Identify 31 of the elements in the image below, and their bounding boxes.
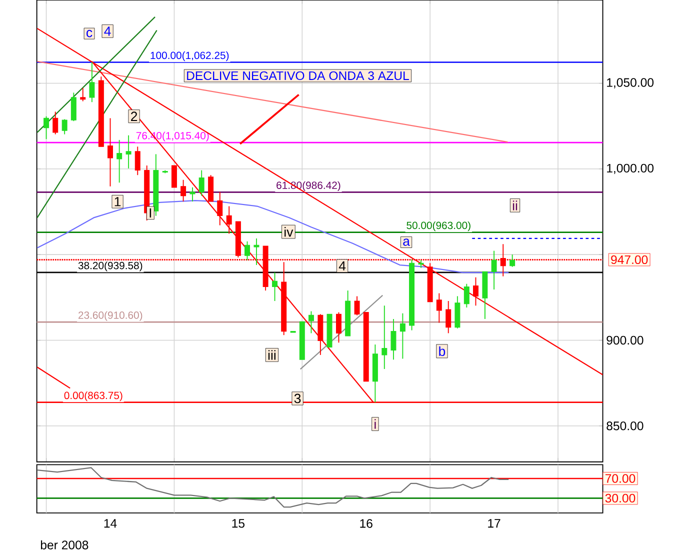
y-tick-label: 30.00 xyxy=(605,494,636,503)
y-tick-label: 850.00 xyxy=(606,422,644,430)
y-tick-label: 1,050.00 xyxy=(607,78,654,88)
annotation: 4 xyxy=(338,261,346,271)
ref-line-label: 38.20(939.58) xyxy=(78,262,142,272)
annotation: 1 xyxy=(114,197,121,206)
x-axis-title: ber 2008 xyxy=(40,540,88,550)
x-tick-label: 17 xyxy=(488,519,500,528)
x-tick-label: 16 xyxy=(360,519,372,528)
annotation: I xyxy=(150,208,152,218)
ref-line-label: 0.00(863.75) xyxy=(64,392,122,402)
ref-line-label: 50.00(963.00) xyxy=(406,222,470,232)
ref-line-label: 23.60(910.60) xyxy=(78,311,142,322)
ref-line-label: 100.00(1,062.25) xyxy=(150,52,229,62)
annotation: iii xyxy=(268,350,276,360)
annotation: c xyxy=(86,30,92,38)
annotation: b xyxy=(439,346,446,356)
annotation: i xyxy=(374,419,376,429)
annotation: ii xyxy=(512,200,518,210)
x-tick-label: 15 xyxy=(232,519,244,528)
y-tick-label: 1,000.00 xyxy=(607,164,654,174)
annotation: a xyxy=(403,238,410,246)
y-tick-label: 70.00 xyxy=(605,474,636,483)
x-tick-label: 14 xyxy=(104,519,117,528)
y-tick-label: 900.00 xyxy=(606,336,644,345)
annotation: iv xyxy=(284,227,294,237)
annotation: 2 xyxy=(131,112,138,122)
annotation: 4 xyxy=(104,26,111,36)
ref-line-label: 947.00 xyxy=(611,255,648,264)
annotation: DECLIVE NEGATIVO DA ONDA 3 AZUL xyxy=(187,71,409,80)
annotation: 3 xyxy=(294,394,301,404)
